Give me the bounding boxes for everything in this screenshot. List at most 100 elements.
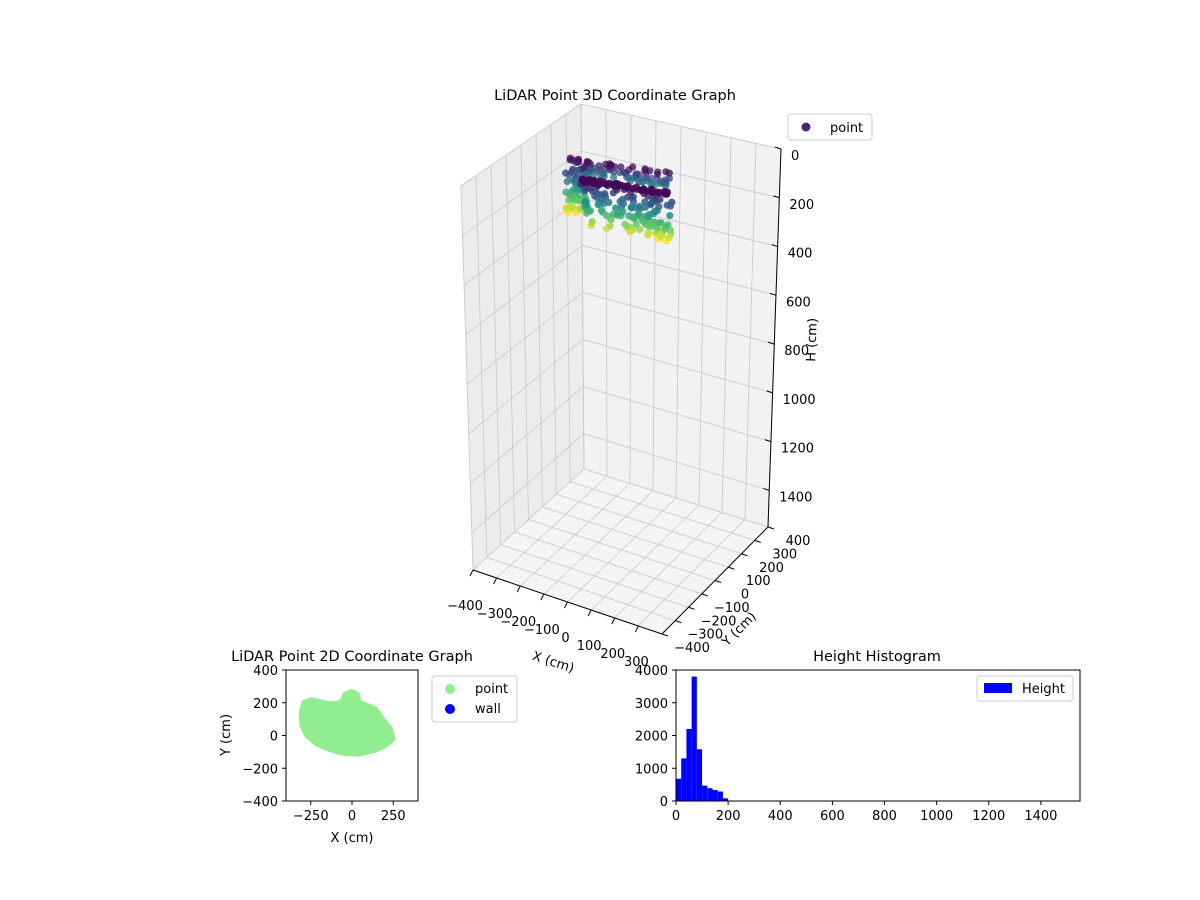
cloud-point (571, 178, 579, 186)
cloud-point (665, 234, 673, 242)
x-tick-mark (540, 593, 545, 601)
cloud-point (647, 174, 655, 182)
x-tick-label: 300 (624, 655, 649, 670)
cloud-point (633, 204, 641, 212)
cloud-point (629, 163, 637, 171)
x-tick-label-hist: 1400 (1024, 809, 1057, 824)
grid-y-floor (514, 531, 702, 595)
cloud-point (661, 176, 670, 184)
grid-z-left (468, 339, 584, 435)
y-tick-label: −400 (674, 641, 710, 656)
histogram-bar (707, 788, 713, 801)
cloud-point (564, 204, 572, 212)
y-tick-label-hist: 3000 (635, 697, 668, 712)
grid-z-right (583, 433, 770, 491)
cloud-point (616, 198, 624, 206)
grid-y-back (520, 144, 529, 520)
y-tick-label-hist: 1000 (635, 762, 668, 777)
z-tick-label: 0 (791, 149, 799, 164)
grid-z-right (582, 339, 773, 394)
cloud-point (617, 163, 625, 171)
z-axis-line (767, 148, 782, 528)
x-tick-label-hist: 800 (872, 809, 897, 824)
grid-y-back (505, 155, 516, 533)
histogram-bar (702, 785, 708, 801)
grid-y-back (550, 124, 557, 495)
cloud-point (664, 221, 672, 229)
y-tick-label-2d: 200 (253, 697, 278, 712)
legend-3d-marker (801, 122, 811, 132)
z-tick-label: 200 (789, 198, 814, 213)
y-tick-label-hist: 0 (660, 795, 668, 810)
x-tick-label-2d: 250 (381, 809, 406, 824)
cloud-point (665, 169, 674, 177)
cloud-point (647, 200, 655, 208)
z-tick-mark (768, 341, 775, 345)
z-axis-label-3d: H (cm) (804, 318, 821, 362)
point-cloud-2d (298, 689, 396, 757)
grid-z-left (460, 103, 582, 187)
y-tick-label: 200 (759, 561, 784, 576)
histogram-bar (717, 791, 723, 801)
grid-z-right (582, 244, 777, 296)
chart-3d: LiDAR Point 3D Coordinate Graph −400−300… (447, 88, 873, 676)
cloud-point (566, 156, 574, 164)
x-tick-label: −100 (524, 623, 560, 638)
x-tick-mark (634, 625, 639, 633)
cloud-point (603, 212, 611, 220)
ticks-histogram: 0 200 400 600 800 1000 1200 1400 0 1000 2000 3000 40… (635, 664, 1058, 824)
cloud-point (574, 187, 582, 195)
y-tick-label-2d: 400 (253, 664, 278, 679)
cloud-point (621, 182, 629, 190)
cloud-point (594, 190, 603, 198)
legend-3d: point (787, 113, 873, 141)
x-tick-label-2d: 0 (348, 809, 356, 824)
series-point-area (298, 689, 396, 757)
cloud-point (635, 170, 643, 178)
cloud-point (610, 181, 618, 189)
cloud-point (666, 202, 675, 210)
y-tick-mark (728, 566, 735, 570)
point-cloud-3d (561, 154, 676, 245)
cloud-point (563, 177, 571, 186)
y-tick-label: 100 (746, 574, 771, 589)
grid-z-left (463, 197, 583, 286)
legend-histogram: Height (976, 675, 1074, 702)
cloud-point (666, 212, 674, 220)
cloud-point (571, 208, 579, 217)
cloud-point (635, 225, 644, 234)
cloud-point (575, 197, 583, 205)
x-tick-label-hist: 1000 (920, 809, 953, 824)
y-tick-label-hist: 2000 (635, 730, 668, 745)
z-tick-mark (769, 292, 777, 296)
chart-histogram: Height Histogram 0 200 400 600 800 1000 1200 14… (635, 649, 1081, 824)
cloud-point (630, 214, 638, 222)
y-tick-label: −100 (714, 601, 750, 616)
grid-x-back (675, 126, 682, 499)
chart-2d: LiDAR Point 2D Coordinate Graph −250 0 250… (219, 649, 518, 846)
grid-z-left (465, 244, 583, 335)
y-axis-label-2d: Y (cm) (219, 714, 234, 757)
z-tick-label: 400 (788, 247, 813, 262)
cloud-point (588, 217, 596, 226)
grid-y-back (490, 165, 502, 545)
cloud-point (648, 222, 656, 230)
cloud-point (632, 220, 640, 228)
legend-histogram-swatch (984, 683, 1012, 693)
cloud-point (635, 177, 643, 185)
grid-x-back (721, 137, 732, 513)
cloud-point (641, 166, 649, 175)
y-tick-label: −200 (701, 614, 737, 629)
cloud-point (644, 231, 652, 239)
histogram-bar (722, 798, 729, 801)
histogram-bar (686, 728, 692, 801)
grid-z-left (466, 292, 583, 385)
cloud-point (627, 203, 635, 211)
y-tick-label: 0 (741, 588, 749, 603)
cloud-point (599, 170, 607, 178)
grid-z-right (582, 292, 775, 345)
grid-y-back (475, 175, 488, 558)
x-tick-mark (493, 577, 498, 585)
cloud-point (606, 222, 614, 230)
